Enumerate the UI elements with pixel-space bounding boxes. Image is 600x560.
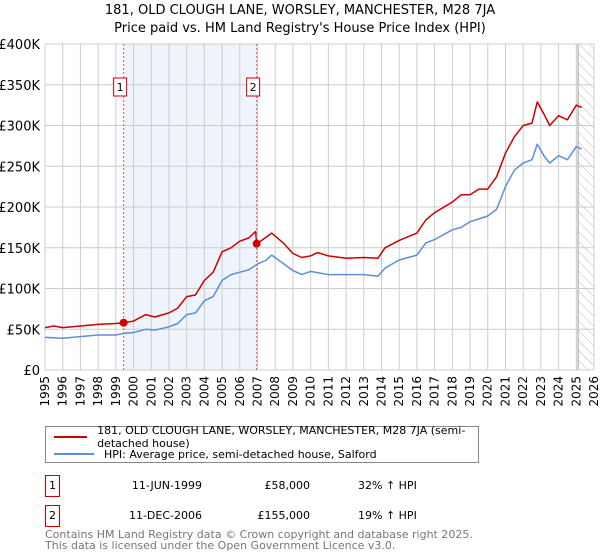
y-tick-label: £300K (0, 120, 40, 135)
x-tick-label: 2006 (233, 376, 247, 407)
x-tick-label: 2019 (463, 376, 477, 407)
footer: Contains HM Land Registry data © Crown c… (45, 529, 473, 551)
y-tick-label: £350K (0, 79, 40, 94)
x-tick-label: 2015 (392, 376, 406, 407)
x-tick-label: 2023 (534, 376, 548, 407)
sale-price: £155,000 (257, 509, 311, 522)
sale-price: £58,000 (264, 479, 311, 492)
x-tick-label: 1997 (73, 376, 87, 407)
x-tick-label: 2022 (516, 376, 530, 407)
x-tick-label: 1999 (109, 376, 123, 407)
y-tick-label: £250K (0, 160, 40, 175)
x-tick-label: 1996 (56, 376, 70, 407)
footer-line-1: Contains HM Land Registry data © Crown c… (45, 528, 473, 541)
x-tick-label: 2026 (587, 376, 600, 407)
x-tick-label: 2021 (498, 376, 512, 407)
legend-swatch-hpi (54, 453, 94, 455)
legend-item-property: 181, OLD CLOUGH LANE, WORSLEY, MANCHESTE… (54, 424, 478, 450)
x-tick-label: 2000 (127, 376, 141, 407)
x-tick-label: 1998 (91, 376, 105, 407)
x-tick-label: 2012 (339, 376, 353, 407)
legend-label-hpi: HPI: Average price, semi-detached house,… (104, 447, 377, 461)
sale-row-2: 2 11-DEC-2006 £155,000 19% ↑ HPI (45, 505, 545, 527)
y-tick-label: £400K (0, 38, 40, 53)
x-tick-label: 2016 (410, 376, 424, 407)
x-tick-label: 2014 (374, 376, 388, 407)
x-tick-label: 2005 (215, 376, 229, 407)
x-tick-label: 2011 (321, 376, 335, 407)
property-price-line (44, 101, 582, 329)
sale-marker-badge: 2 (45, 505, 60, 527)
title-line-1: 181, OLD CLOUGH LANE, WORSLEY, MANCHESTE… (104, 3, 496, 18)
y-tick-label: £150K (0, 242, 40, 257)
y-tick-label: £200K (0, 201, 40, 216)
sale-label-2: 2 (250, 81, 257, 94)
footer-line-2: This data is licensed under the Open Gov… (45, 539, 396, 552)
y-tick-label: £0 (23, 364, 40, 379)
sale-point-1 (119, 318, 128, 327)
x-tick-label: 2020 (481, 376, 495, 407)
sale-label-1: 1 (117, 81, 124, 94)
x-tick-label: 2008 (268, 376, 282, 407)
sale-date: 11-DEC-2006 (128, 509, 202, 522)
x-tick-label: 2002 (162, 376, 176, 407)
title-line-2: Price paid vs. HM Land Registry's House … (114, 21, 486, 36)
legend: 181, OLD CLOUGH LANE, WORSLEY, MANCHESTE… (45, 424, 479, 463)
sale-label-box-2 (246, 77, 261, 97)
legend-swatch-property (54, 436, 88, 438)
x-tick-label: 2024 (552, 376, 566, 407)
chart-title: 181, OLD CLOUGH LANE, WORSLEY, MANCHESTE… (0, 2, 600, 38)
legend-label-property: 181, OLD CLOUGH LANE, WORSLEY, MANCHESTE… (97, 424, 466, 450)
x-tick-label: 2017 (428, 376, 442, 407)
sale-row-1: 1 11-JUN-1999 £58,000 32% ↑ HPI (45, 475, 545, 497)
x-tick-label: 2013 (357, 376, 371, 407)
x-tick-label: 1995 (38, 376, 52, 407)
sale-date: 11-JUN-1999 (131, 479, 202, 492)
sale-marker-badge: 1 (45, 475, 60, 497)
y-tick-label: £50K (7, 323, 41, 338)
sale-hpi-diff: 19% ↑ HPI (358, 509, 417, 522)
x-tick-label: 2007 (251, 376, 265, 407)
x-tick-label: 2001 (144, 376, 158, 407)
x-tick-label: 2025 (569, 376, 583, 407)
x-tick-label: 2004 (197, 376, 211, 407)
hpi-line (44, 143, 582, 339)
x-tick-label: 2010 (304, 376, 318, 407)
x-tick-label: 2003 (180, 376, 194, 407)
x-tick-label: 2018 (445, 376, 459, 407)
sale-label-box-1 (113, 77, 128, 97)
y-tick-label: £100K (0, 283, 40, 298)
legend-item-hpi: HPI: Average price, semi-detached house,… (54, 446, 377, 462)
x-tick-label: 2009 (286, 376, 300, 407)
sale-hpi-diff: 32% ↑ HPI (358, 479, 417, 492)
sale-point-2 (252, 239, 261, 248)
